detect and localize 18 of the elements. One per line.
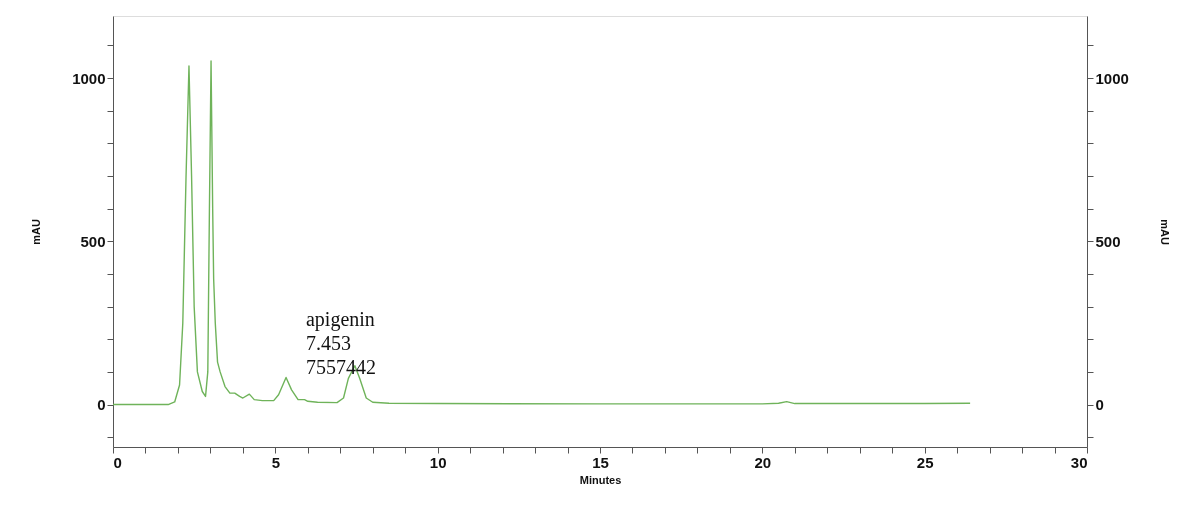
y2-tick-label: 0 [1095,396,1104,414]
x-axis-title: Minutes [579,473,622,486]
x-tick-label: 15 [592,453,609,471]
line-series [112,60,971,406]
y-tick-label: 500 [80,232,106,250]
x-tick-label: 30 [1070,453,1088,471]
x-tick-label: 25 [916,453,934,471]
x-tick-label: 10 [429,453,447,471]
y-tick-label: 1000 [72,69,106,87]
x-tick-label: 5 [271,453,281,471]
y2-axis-title: mAU [1158,219,1171,245]
y2-tick-label: 1000 [1095,69,1129,87]
y2-tick-label: 500 [1095,232,1121,250]
x-tick-label: 20 [754,453,772,471]
y-tick-label: 0 [97,396,106,414]
x-tick-label: 0 [113,453,122,471]
y-axis-title: mAU [30,219,43,245]
annotation: apigenin 7.453 7557442 [305,307,376,378]
